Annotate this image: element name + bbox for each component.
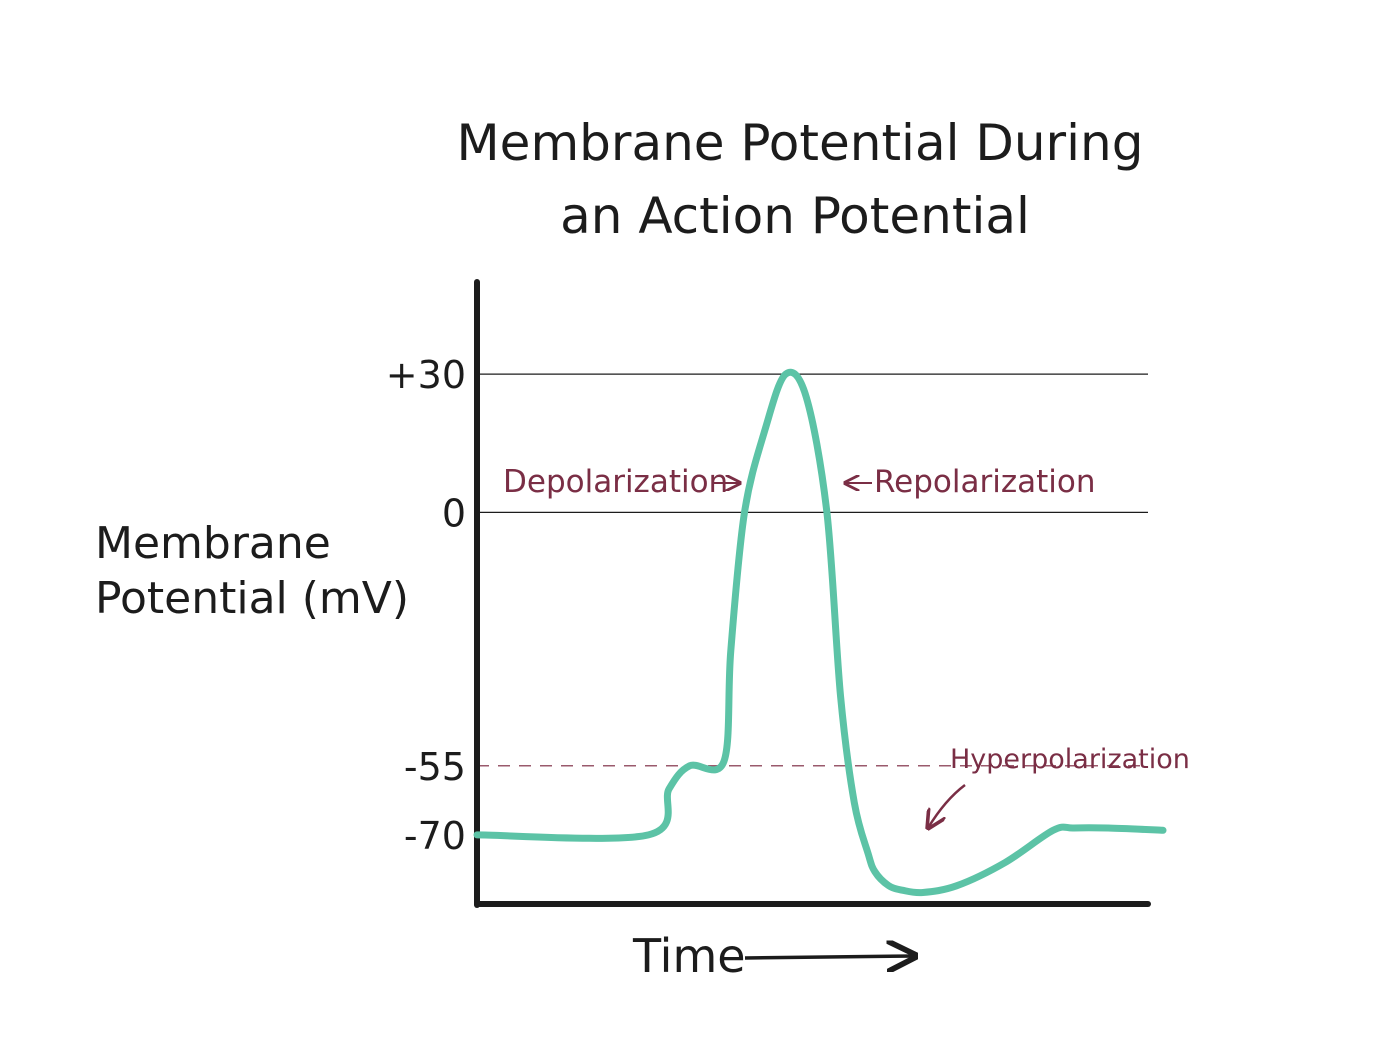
time-arrow: [744, 956, 915, 958]
membrane-potential-trace: [473, 368, 1167, 897]
y-axis-label-line-1: Membrane: [95, 518, 331, 569]
annotation-hyperpolarization: Hyperpolarization: [950, 744, 1190, 775]
y-tick-label-1: 0: [442, 491, 466, 535]
annotation-depolarization: Depolarization: [503, 464, 728, 500]
y-axis-label-line-2: Potential (mV): [95, 573, 409, 624]
x-axis-label: Time: [632, 929, 746, 983]
y-tick-label-2: -55: [404, 745, 466, 789]
chart-title-line-1: Membrane Potential During: [457, 114, 1144, 172]
annotation-repolarization: Repolarization: [874, 464, 1095, 500]
gridlines: [477, 373, 1148, 767]
y-tick-label-3: -70: [404, 814, 466, 858]
y-tick-labels: +30 0 -55 -70: [386, 353, 466, 858]
hyperpolarization-arrow: [928, 784, 966, 828]
chart-title-line-2: an Action Potential: [560, 187, 1030, 245]
y-tick-label-0: +30: [386, 353, 466, 397]
